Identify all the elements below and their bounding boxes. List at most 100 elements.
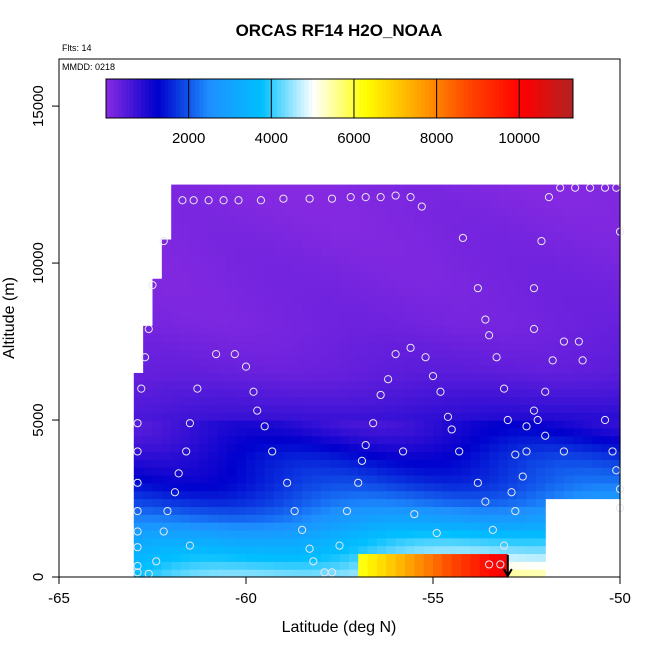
observation-point (144, 324, 153, 334)
heatmap-cell (199, 349, 210, 358)
heatmap-cell (274, 553, 284, 562)
heatmap-cell (311, 365, 322, 374)
heatmap-cell (517, 325, 528, 335)
heatmap-cell (236, 498, 247, 507)
colorbar-segment (456, 79, 461, 118)
heatmap-cell (255, 545, 266, 555)
heatmap-cell (143, 529, 154, 539)
heatmap-cell (395, 553, 406, 562)
heatmap-cell (161, 404, 172, 413)
heatmap-cell (208, 553, 219, 562)
heatmap-cell (255, 412, 266, 421)
heatmap-cell (255, 294, 266, 303)
heatmap-cell (433, 223, 443, 233)
colorbar-segment (537, 79, 543, 118)
heatmap-cell (526, 412, 537, 421)
heatmap-cell (274, 231, 284, 241)
heatmap-cell (601, 310, 612, 319)
observation-point (608, 447, 617, 456)
heatmap-cell (133, 435, 144, 445)
colorbar-segment (211, 79, 216, 118)
heatmap-cell (246, 192, 256, 201)
heatmap-cell (208, 474, 219, 484)
heatmap-cell (180, 310, 191, 319)
heatmap-cell (461, 255, 471, 264)
heatmap-cell (292, 435, 303, 445)
heatmap-cell (320, 404, 331, 413)
heatmap-cell (601, 200, 612, 209)
heatmap-cell (255, 231, 266, 241)
heatmap-cell (348, 451, 359, 460)
heatmap-cell (217, 223, 228, 233)
heatmap-cell (311, 208, 322, 217)
heatmap-cell (461, 435, 471, 445)
heatmap-cell (311, 451, 322, 460)
heatmap-cell (601, 443, 612, 453)
colorbar-segment (491, 79, 496, 118)
observation-point (268, 447, 277, 456)
heatmap-cell (255, 247, 266, 256)
heatmap-cell (283, 349, 294, 358)
heatmap-cell (358, 522, 369, 531)
heatmap-cell (208, 522, 219, 531)
heatmap-cell (208, 396, 219, 405)
heatmap-cell (358, 435, 369, 445)
heatmap-cell (339, 286, 350, 296)
heatmap-cell (236, 482, 247, 492)
heatmap-cell (554, 435, 565, 445)
heatmap-cell (461, 333, 471, 343)
heatmap-cell (498, 255, 509, 264)
colorbar-segment (179, 79, 185, 118)
heatmap-cell (461, 310, 471, 319)
heatmap-cell (320, 349, 331, 358)
heatmap-cell (311, 318, 322, 327)
heatmap-cell (264, 223, 275, 233)
heatmap-cell (386, 263, 397, 272)
heatmap-cell (283, 325, 294, 335)
heatmap-cell (554, 365, 565, 374)
heatmap-cell (563, 278, 574, 288)
colorbar-segment (378, 79, 383, 118)
heatmap-cell (489, 412, 500, 421)
heatmap-cell (274, 514, 284, 523)
observation-point (133, 561, 142, 571)
heatmap-cell (498, 443, 509, 453)
heatmap-cell (227, 506, 238, 515)
colorbar-segment (417, 79, 422, 118)
heatmap-cell (302, 396, 313, 405)
heatmap-cell (470, 529, 481, 539)
heatmap-cell (507, 357, 518, 366)
heatmap-cell (376, 231, 387, 241)
heatmap-cell (171, 215, 182, 225)
heatmap-cell (489, 498, 500, 507)
heatmap-cell (189, 490, 200, 500)
heatmap-cell (526, 184, 537, 194)
heatmap-cell (311, 482, 322, 492)
heatmap-cell (217, 388, 228, 398)
heatmap-cell (217, 270, 228, 280)
heatmap-cell (479, 318, 490, 327)
heatmap-cell (180, 208, 191, 217)
heatmap-cell (330, 420, 341, 429)
heatmap-cell (563, 318, 574, 327)
heatmap-cell (461, 451, 471, 460)
heatmap-cell (143, 490, 154, 500)
heatmap-cell (610, 200, 621, 209)
heatmap-cell (573, 490, 584, 500)
heatmap-cell (236, 357, 247, 366)
heatmap-cell (292, 310, 303, 319)
colorbar-segment (109, 79, 115, 118)
heatmap-cell (367, 482, 378, 492)
heatmap-cell (545, 294, 556, 303)
observation-point (163, 506, 172, 516)
heatmap-cell (133, 380, 144, 390)
heatmap-cell (498, 459, 509, 468)
heatmap-cell (358, 396, 369, 405)
heatmap-cell (554, 270, 565, 280)
heatmap-cell (302, 490, 313, 500)
heatmap-cell (348, 529, 359, 539)
heatmap-cell (489, 451, 500, 460)
heatmap-cell (507, 388, 518, 398)
heatmap-cell (563, 388, 574, 398)
heatmap-cell (526, 459, 537, 468)
